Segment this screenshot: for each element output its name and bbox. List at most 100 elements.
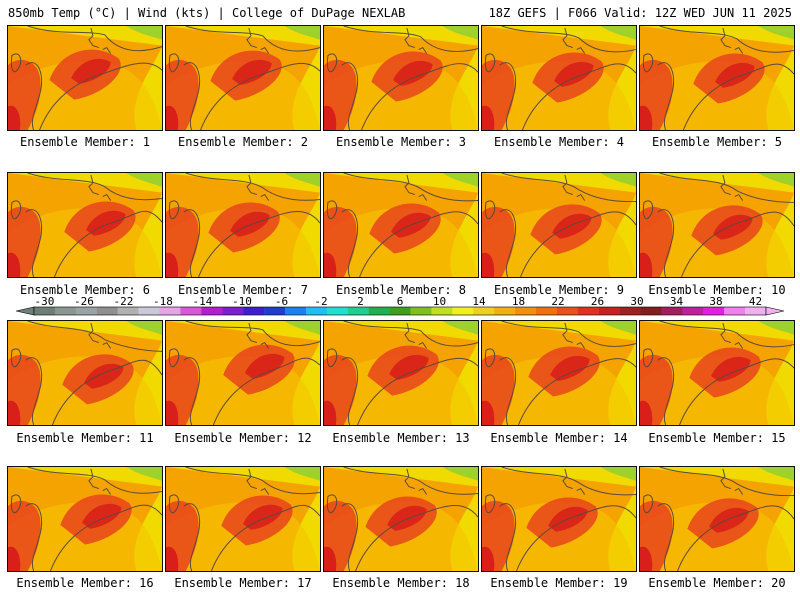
state-border bbox=[576, 193, 586, 201]
ensemble-member-map bbox=[165, 172, 321, 278]
ensemble-member-map bbox=[639, 172, 795, 278]
colorbar-swatch bbox=[703, 307, 725, 315]
ensemble-member-label: Ensemble Member: 18 bbox=[332, 576, 470, 590]
colorbar-max-arrow bbox=[765, 306, 785, 316]
state-border bbox=[260, 46, 270, 54]
contour-line bbox=[484, 53, 496, 73]
contour-line bbox=[520, 211, 636, 277]
ensemble-member-map bbox=[639, 25, 795, 131]
contour-line bbox=[326, 200, 338, 220]
colorbar-swatch bbox=[494, 307, 516, 315]
colorbar-tick-label: 38 bbox=[709, 296, 722, 308]
colorbar-tick-label: 22 bbox=[551, 296, 564, 308]
colorbar-tick-label: 42 bbox=[749, 296, 762, 308]
colorbar-swatch bbox=[96, 307, 118, 315]
hot-field-core bbox=[232, 59, 272, 85]
coolest-field bbox=[284, 467, 320, 481]
state-border bbox=[260, 193, 270, 201]
colorbar-swatch bbox=[54, 307, 77, 315]
contour-line bbox=[326, 348, 338, 368]
state-border bbox=[576, 46, 586, 54]
contour-line bbox=[10, 348, 22, 368]
ensemble-member-map bbox=[323, 25, 479, 131]
ensemble-member-label: Ensemble Member: 17 bbox=[174, 576, 312, 590]
colorbar-swatch bbox=[598, 307, 620, 315]
contour-line bbox=[49, 504, 162, 571]
contour-line bbox=[484, 200, 496, 220]
colorbar-tick-label: -2 bbox=[314, 296, 327, 308]
colorbar-swatch bbox=[201, 307, 223, 315]
hot-field-southwest bbox=[324, 252, 337, 277]
contour-line bbox=[200, 62, 320, 130]
state-border bbox=[102, 487, 112, 495]
coolest-field bbox=[126, 467, 162, 481]
contour-line bbox=[51, 359, 162, 425]
contour-line bbox=[681, 211, 794, 277]
ensemble-member-map bbox=[323, 320, 479, 426]
contour-line bbox=[185, 321, 320, 347]
state-border bbox=[246, 174, 257, 196]
contour-line bbox=[168, 494, 180, 514]
contour-line bbox=[27, 321, 162, 352]
ensemble-member-label: Ensemble Member: 9 bbox=[493, 283, 625, 297]
hot-field-southwest bbox=[166, 546, 179, 571]
contour-line bbox=[343, 467, 478, 495]
hot-field-core bbox=[244, 353, 285, 379]
colorbar-tick-label: -18 bbox=[153, 296, 173, 308]
hot-field-core bbox=[71, 58, 111, 84]
coolest-field bbox=[126, 26, 162, 40]
state-border bbox=[562, 174, 573, 196]
contour-line bbox=[341, 503, 359, 571]
state-border bbox=[260, 341, 270, 349]
colorbar-tick-label: -6 bbox=[275, 296, 288, 308]
temperature-colorbar: -30 -26 -22 -18 -14 -10 -6 -2 2 6 10 14 18 22 26 30 34 38… bbox=[15, 296, 785, 316]
contour-line bbox=[27, 467, 162, 494]
state-border bbox=[720, 468, 731, 490]
state-border bbox=[720, 174, 731, 196]
hot-field-core bbox=[387, 505, 427, 531]
hot-field-southwest bbox=[166, 105, 179, 130]
state-border bbox=[418, 341, 428, 349]
colorbar-swatch bbox=[410, 307, 432, 315]
colorbar-swatch bbox=[745, 307, 767, 315]
colorbar-swatch bbox=[326, 307, 348, 315]
state-border bbox=[88, 468, 99, 490]
ensemble-member-map bbox=[7, 172, 163, 278]
colorbar-swatch bbox=[75, 307, 97, 315]
hot-field-southwest bbox=[482, 400, 495, 425]
contour-line bbox=[642, 53, 654, 73]
ensemble-member-label: Ensemble Member: 11 bbox=[16, 431, 154, 445]
contour-line bbox=[168, 200, 180, 220]
coolest-field bbox=[442, 467, 478, 481]
hot-field-core bbox=[709, 507, 749, 533]
hot-field-southwest bbox=[324, 400, 337, 425]
contour-line bbox=[657, 62, 675, 130]
contour-line bbox=[361, 63, 478, 130]
contour-line bbox=[25, 357, 43, 425]
colorbar-swatch bbox=[535, 307, 558, 315]
ensemble-member-label: Ensemble Member: 1 bbox=[19, 135, 151, 149]
colorbar-tick-label: 10 bbox=[433, 296, 446, 308]
state-border bbox=[576, 341, 586, 349]
state-border bbox=[246, 322, 257, 344]
hot-field-southwest bbox=[8, 105, 21, 130]
contour-line bbox=[659, 321, 794, 348]
state-border bbox=[562, 468, 573, 490]
state-border bbox=[102, 341, 112, 349]
contour-line bbox=[25, 503, 43, 571]
state-border bbox=[404, 468, 415, 490]
ensemble-member-label: Ensemble Member: 3 bbox=[335, 135, 467, 149]
colorbar-tick-label: -22 bbox=[114, 296, 134, 308]
coolest-field bbox=[600, 26, 636, 40]
coolest-field bbox=[442, 173, 478, 187]
contour-line bbox=[355, 505, 478, 571]
contour-line bbox=[343, 173, 478, 202]
colorbar-tick-label: 26 bbox=[591, 296, 604, 308]
contour-line bbox=[522, 63, 636, 130]
state-border bbox=[562, 322, 573, 344]
contour-line bbox=[501, 467, 636, 496]
colorbar-tick-label: -14 bbox=[193, 296, 213, 308]
contour-line bbox=[657, 209, 675, 277]
state-border bbox=[404, 174, 415, 196]
colorbar-swatch bbox=[724, 307, 746, 315]
